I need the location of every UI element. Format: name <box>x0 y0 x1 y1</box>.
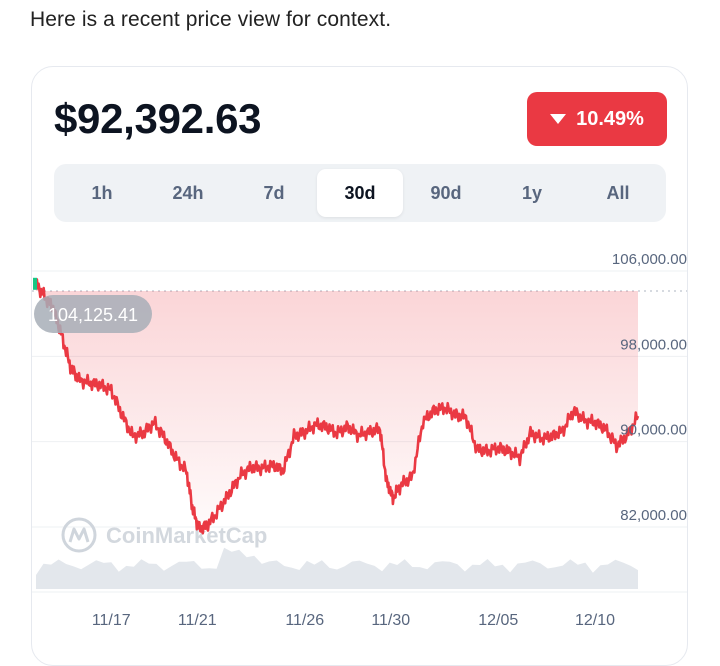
x-axis-tick-label: 12/10 <box>575 612 615 629</box>
timeframe-tabs: 1h 24h 7d 30d 90d 1y All <box>54 164 666 222</box>
open-price-pill <box>34 294 152 333</box>
tab-90d[interactable]: 90d <box>430 182 462 203</box>
x-axis-tick-label: 11/26 <box>285 612 324 629</box>
tab-1y[interactable]: 1y <box>521 182 543 203</box>
price-chart-svg: CoinMarketCap 106,000.00 98,000.00 90,000.… <box>32 251 687 629</box>
y-axis-tick-label: 82,000.00 <box>620 507 687 524</box>
x-axis-tick-label: 11/17 <box>92 612 131 629</box>
tab-all[interactable]: All <box>606 182 630 203</box>
x-axis-tick-label: 11/30 <box>371 612 410 629</box>
price-chart[interactable]: CoinMarketCap 106,000.00 98,000.00 90,000.… <box>32 237 687 665</box>
current-price: $92,392.63 <box>54 95 262 142</box>
x-axis-tick-label: 11/21 <box>178 612 217 629</box>
tab-1h[interactable]: 1h <box>91 182 113 203</box>
y-axis-tick-label: 106,000.00 <box>612 251 687 268</box>
price-card: $92,392.63 10.49% 1h 24h 7d 30d 90d 1y A… <box>31 66 688 666</box>
price-line <box>34 278 640 535</box>
price-change-badge: 10.49% <box>527 92 667 146</box>
open-price-label: 104,125.41 <box>48 305 138 325</box>
watermark: CoinMarketCap <box>61 517 267 553</box>
coinmarketcap-logo-icon <box>61 517 97 553</box>
intro-text: Here is a recent price view for context. <box>30 8 392 31</box>
tab-7d[interactable]: 7d <box>263 182 285 203</box>
watermark-text: CoinMarketCap <box>106 523 267 548</box>
y-axis-tick-label: 90,000.00 <box>620 422 687 439</box>
volume-area <box>36 547 638 589</box>
tab-24h[interactable]: 24h <box>172 182 204 203</box>
open-marker <box>33 277 37 290</box>
x-axis-tick-label: 12/05 <box>478 612 518 629</box>
y-axis-tick-label: 98,000.00 <box>620 336 687 353</box>
tab-30d[interactable]: 30d <box>317 169 403 217</box>
price-change-label: 10.49% <box>576 107 644 130</box>
down-triangle-icon <box>550 114 567 124</box>
